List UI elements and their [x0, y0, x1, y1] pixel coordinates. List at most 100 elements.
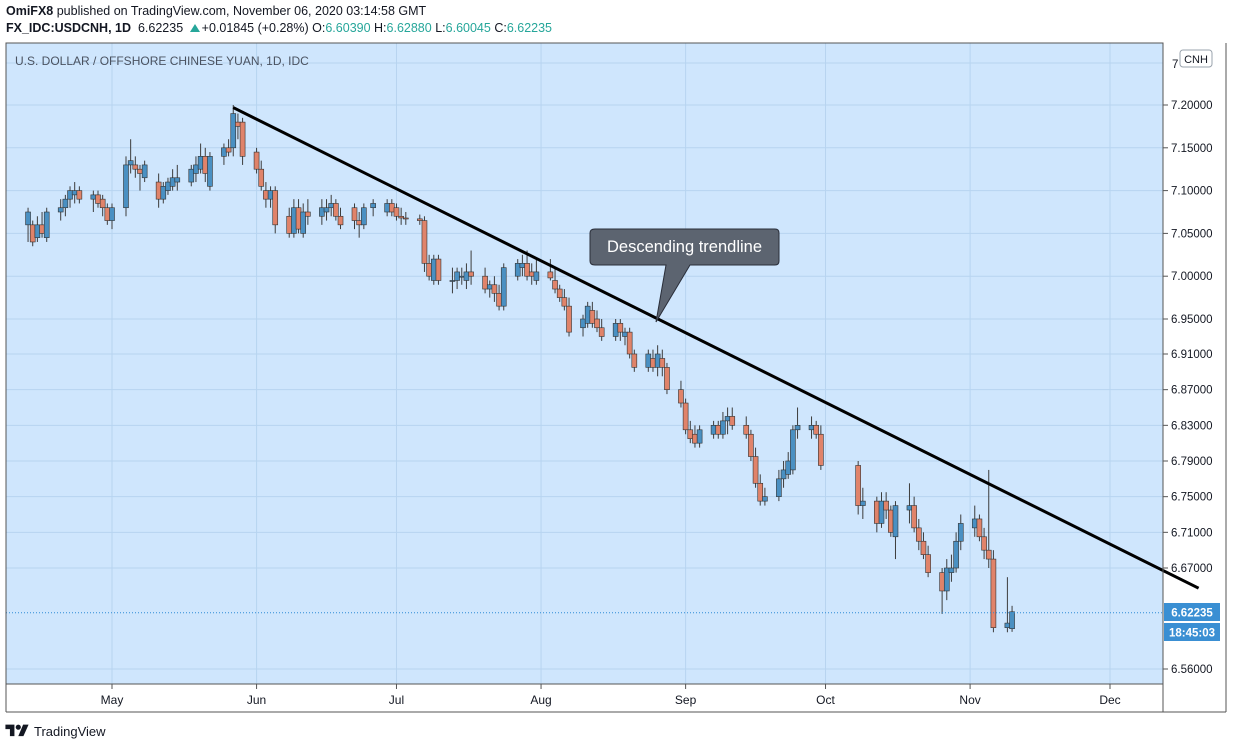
- candle[interactable]: [556, 284, 563, 302]
- candle[interactable]: [123, 156, 129, 217]
- candle[interactable]: [818, 425, 824, 470]
- candle[interactable]: [617, 319, 624, 341]
- candle[interactable]: [813, 420, 819, 439]
- candle[interactable]: [794, 407, 801, 439]
- candle[interactable]: [776, 469, 782, 502]
- candle[interactable]: [333, 199, 339, 221]
- candle[interactable]: [990, 550, 997, 633]
- candle[interactable]: [253, 147, 260, 174]
- candle[interactable]: [790, 425, 796, 475]
- tradingview-brand[interactable]: TradingView: [34, 723, 106, 739]
- candle[interactable]: [99, 194, 106, 217]
- candle[interactable]: [626, 327, 633, 359]
- x-axis[interactable]: May Jun Jul Aug Sep Oct Nov Dec: [101, 684, 1121, 707]
- candle[interactable]: [855, 461, 861, 515]
- tradingview-logo-icon[interactable]: [4, 722, 30, 740]
- candle[interactable]: [449, 267, 456, 294]
- candle[interactable]: [920, 532, 927, 560]
- candle[interactable]: [981, 527, 987, 560]
- candle[interactable]: [403, 212, 409, 225]
- candle[interactable]: [62, 194, 69, 217]
- candle[interactable]: [127, 139, 134, 174]
- candle[interactable]: [468, 250, 474, 285]
- candle[interactable]: [57, 199, 64, 221]
- candle[interactable]: [594, 310, 600, 333]
- candle[interactable]: [659, 349, 666, 377]
- candle[interactable]: [678, 380, 684, 408]
- candle[interactable]: [482, 267, 488, 294]
- candle[interactable]: [393, 203, 400, 221]
- candle[interactable]: [370, 199, 376, 217]
- candle[interactable]: [888, 505, 894, 537]
- candle[interactable]: [953, 532, 959, 573]
- candle[interactable]: [174, 164, 181, 191]
- candle[interactable]: [225, 139, 232, 157]
- candle[interactable]: [729, 407, 736, 430]
- descending-trendline[interactable]: [232, 106, 1200, 590]
- candle[interactable]: [752, 447, 759, 488]
- candle[interactable]: [514, 259, 521, 281]
- candle[interactable]: [561, 289, 568, 311]
- candle[interactable]: [76, 186, 83, 204]
- candle[interactable]: [421, 216, 428, 272]
- candle[interactable]: [915, 518, 922, 551]
- candle[interactable]: [976, 514, 983, 542]
- candle[interactable]: [361, 203, 367, 230]
- author-name[interactable]: OmiFX8: [6, 4, 54, 18]
- candle[interactable]: [305, 199, 311, 225]
- plot-area[interactable]: [6, 43, 1163, 684]
- candle[interactable]: [500, 263, 507, 311]
- candle[interactable]: [743, 416, 750, 439]
- y-axis[interactable]: 7.20000 7.15000 7.10000 7.05000 7.00000 6.950…: [1163, 100, 1213, 676]
- candle[interactable]: [272, 186, 279, 234]
- candle[interactable]: [323, 199, 330, 221]
- candle[interactable]: [664, 362, 670, 395]
- candle[interactable]: [300, 203, 307, 238]
- candle[interactable]: [878, 492, 885, 528]
- candle[interactable]: [207, 152, 213, 191]
- candle[interactable]: [416, 214, 423, 225]
- candle[interactable]: [435, 254, 442, 285]
- candle[interactable]: [631, 349, 638, 372]
- candle[interactable]: [696, 425, 703, 448]
- candle[interactable]: [351, 203, 358, 230]
- candle[interactable]: [109, 203, 115, 230]
- candle[interactable]: [547, 259, 554, 281]
- candle[interactable]: [720, 411, 726, 439]
- price-chart[interactable]: Descending trendline U.S. DOLLAR / OFFSH…: [0, 0, 1233, 720]
- trendline-callout[interactable]: Descending trendline: [589, 228, 780, 323]
- currency-badge[interactable]: [1179, 49, 1213, 68]
- candle[interactable]: [230, 105, 237, 157]
- candle[interactable]: [589, 301, 596, 328]
- candle[interactable]: [239, 117, 246, 165]
- candle[interactable]: [892, 501, 899, 560]
- candle[interactable]: [957, 514, 964, 551]
- candle[interactable]: [258, 160, 265, 191]
- candle[interactable]: [430, 254, 437, 285]
- candle[interactable]: [762, 487, 768, 506]
- candle[interactable]: [911, 496, 917, 533]
- candle[interactable]: [1009, 605, 1015, 632]
- candle[interactable]: [566, 297, 572, 337]
- candle[interactable]: [491, 276, 498, 302]
- candle[interactable]: [552, 267, 558, 294]
- candle[interactable]: [682, 398, 689, 435]
- candle[interactable]: [533, 259, 540, 285]
- candle[interactable]: [860, 487, 866, 519]
- candle[interactable]: [132, 156, 139, 178]
- candle[interactable]: [985, 469, 992, 568]
- candle[interactable]: [398, 207, 404, 225]
- candle[interactable]: [337, 207, 344, 230]
- candle[interactable]: [925, 545, 931, 578]
- candle[interactable]: [757, 474, 764, 506]
- candle[interactable]: [188, 164, 195, 187]
- candle[interactable]: [943, 559, 950, 601]
- candles[interactable]: [25, 105, 1015, 633]
- candle[interactable]: [141, 160, 148, 183]
- candle[interactable]: [748, 429, 754, 461]
- candle[interactable]: [948, 554, 955, 582]
- candle[interactable]: [25, 207, 31, 242]
- candle[interactable]: [598, 319, 605, 341]
- candle[interactable]: [43, 207, 50, 242]
- candle[interactable]: [160, 182, 167, 204]
